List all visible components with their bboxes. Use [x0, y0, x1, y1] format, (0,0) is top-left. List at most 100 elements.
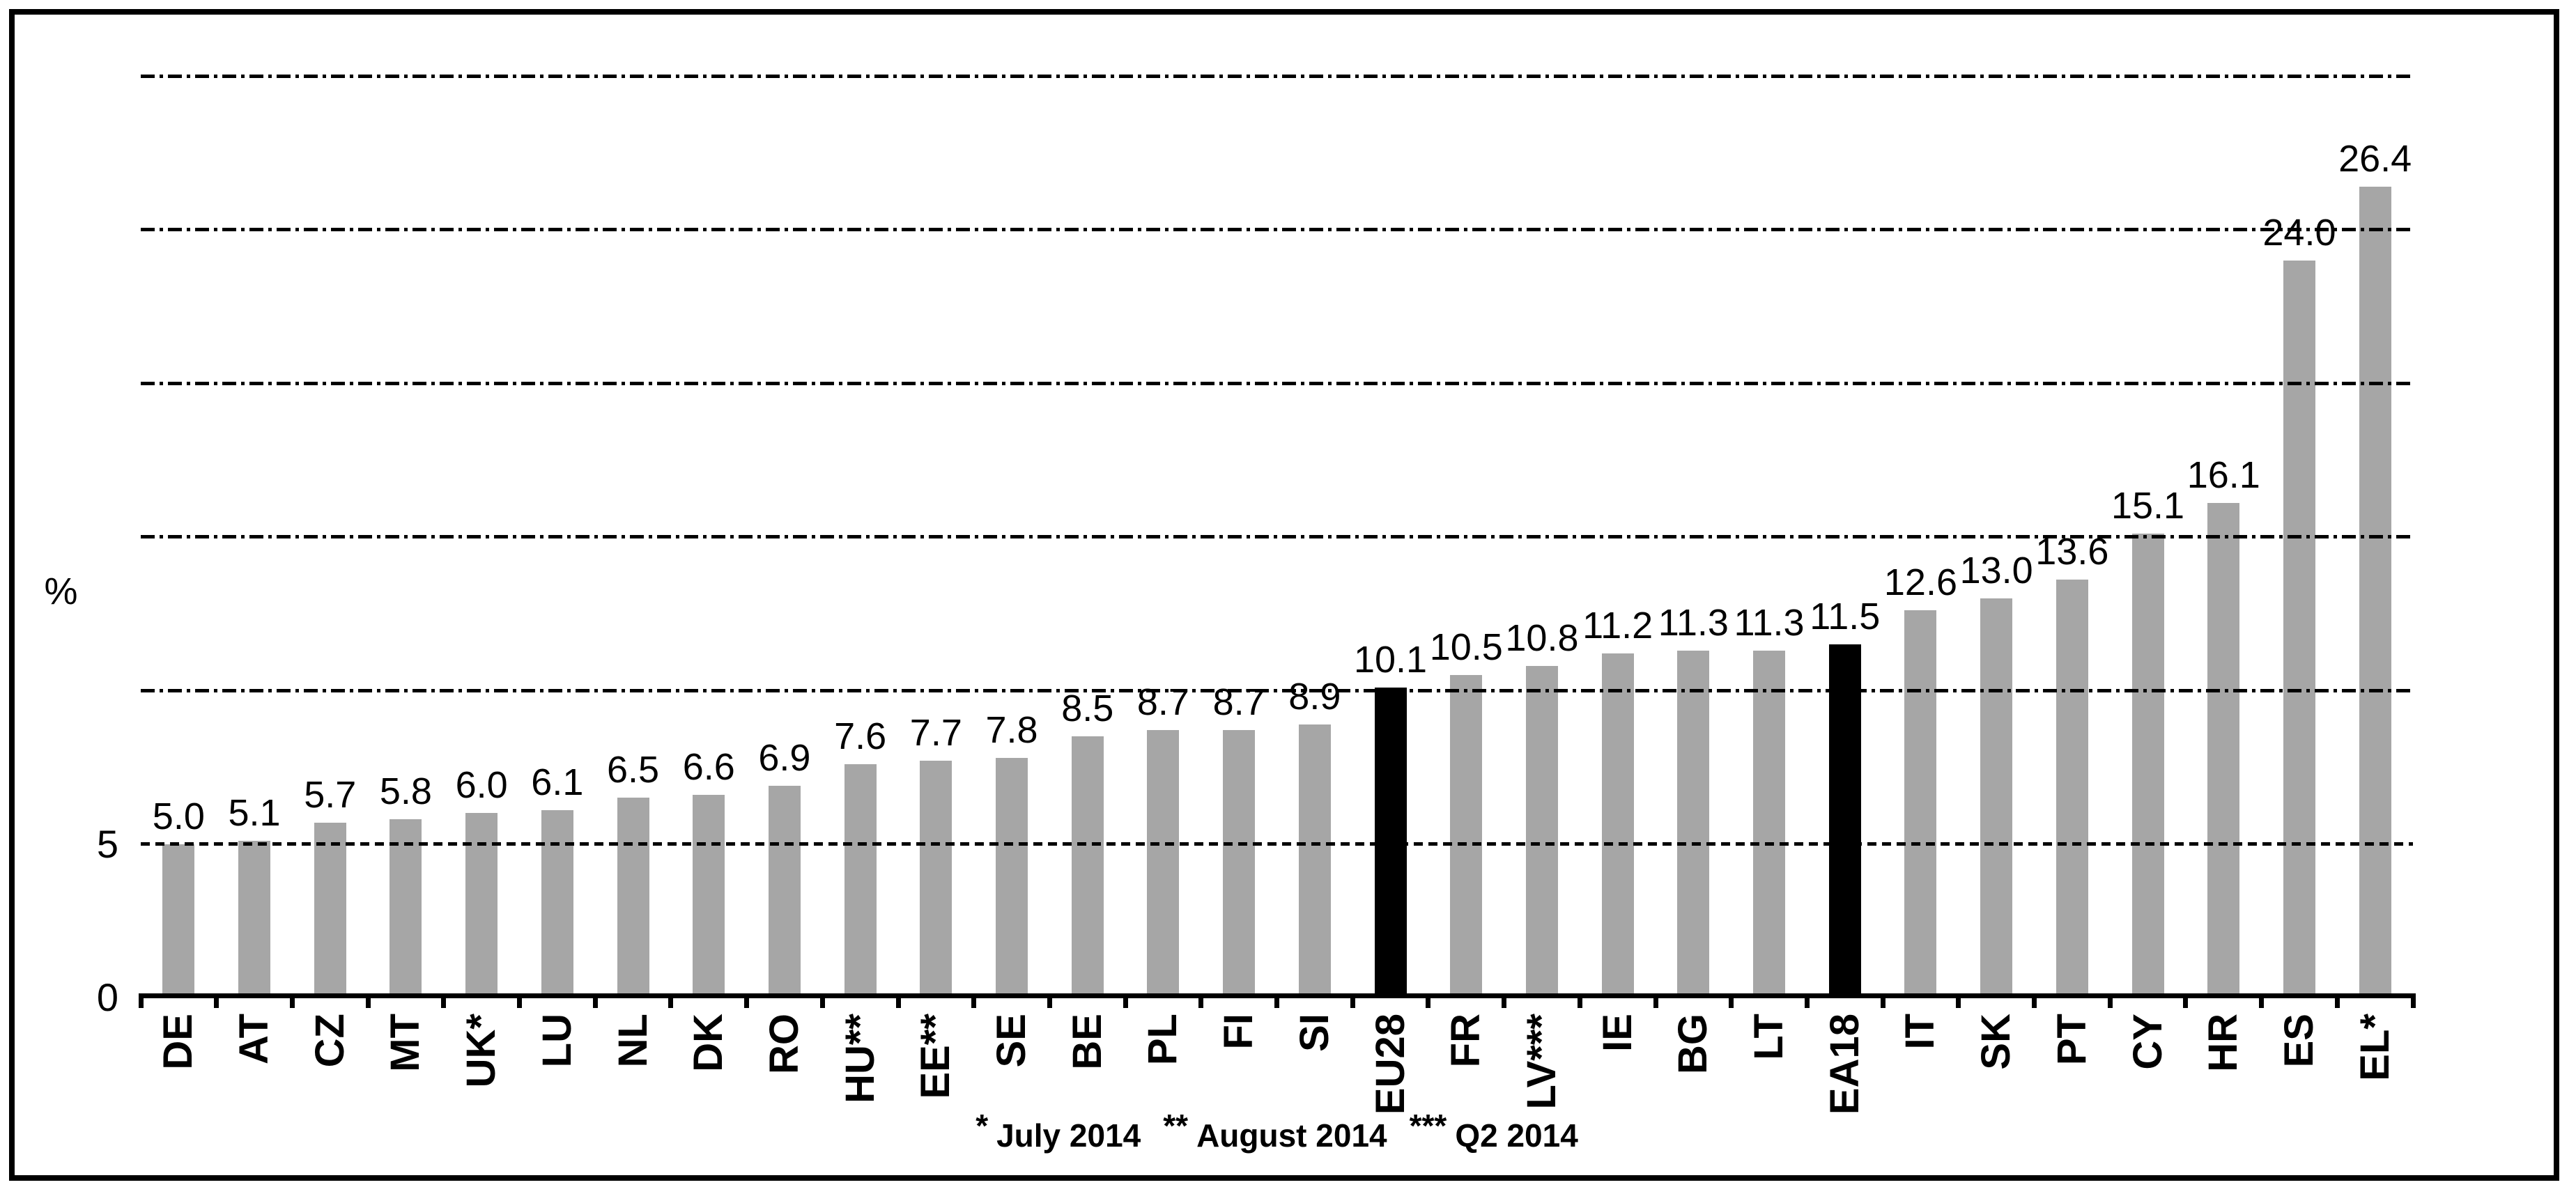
bar-RO	[768, 785, 801, 998]
chart-frame	[9, 9, 2559, 1181]
x-axis-tick	[1123, 998, 1128, 1008]
footnote-item: * July 2014	[975, 1108, 1141, 1154]
value-label-RO: 6.9	[758, 736, 811, 779]
bar-DE	[162, 844, 195, 998]
bar-MT	[390, 819, 422, 998]
y-axis-unit-label: %	[44, 571, 78, 612]
x-axis-tick	[214, 998, 219, 1008]
value-label-EE**: 7.7	[909, 712, 962, 754]
x-axis-tick	[2410, 998, 2416, 1008]
value-label-LV***: 10.8	[1505, 617, 1579, 659]
x-axis-tick	[517, 998, 522, 1008]
value-label-PL: 8.7	[1136, 681, 1189, 724]
value-label-CZ: 5.7	[304, 773, 357, 816]
bar-PL	[1147, 730, 1180, 998]
value-label-AT: 5.1	[228, 792, 281, 835]
bar-FR	[1450, 674, 1483, 998]
value-label-IT: 12.6	[1883, 561, 1957, 604]
x-axis-tick	[971, 998, 977, 1008]
bar-NL	[617, 798, 649, 998]
footnote-text: August 2014	[1196, 1117, 1387, 1154]
bar-LT	[1753, 650, 1786, 998]
x-axis-tick	[1274, 998, 1279, 1008]
x-axis-tick	[1502, 998, 1507, 1008]
bar-DK	[693, 794, 725, 998]
x-axis-tick	[2334, 998, 2340, 1008]
value-label-ES: 24.0	[2262, 211, 2336, 254]
bar-SI	[1298, 724, 1331, 998]
value-label-SK: 13.0	[1959, 549, 2033, 591]
bar-IT	[1904, 610, 1937, 998]
value-label-EU28: 10.1	[1353, 638, 1428, 681]
x-axis-tick	[365, 998, 371, 1008]
x-axis-tick	[2183, 998, 2189, 1008]
value-label-NL: 6.5	[607, 749, 660, 791]
bar-LU	[541, 809, 573, 998]
value-label-PT: 13.6	[2035, 531, 2109, 573]
value-label-DE: 5.0	[152, 795, 205, 837]
bar-EA18	[1828, 644, 1861, 998]
footnote-text: Q2 2014	[1455, 1117, 1578, 1154]
value-label-HR: 16.1	[2186, 453, 2260, 496]
x-axis-tick	[1956, 998, 1961, 1008]
x-axis-tick	[1426, 998, 1431, 1008]
x-axis-tick	[1350, 998, 1355, 1008]
value-label-SI: 8.9	[1288, 675, 1341, 718]
bar-SE	[996, 758, 1028, 998]
value-label-FR: 10.5	[1429, 626, 1503, 668]
bar-CZ	[314, 822, 346, 998]
bar-AT	[238, 841, 271, 998]
bar-EL*	[2359, 186, 2391, 998]
value-label-CY: 15.1	[2111, 485, 2185, 527]
x-axis-tick	[441, 998, 447, 1008]
y-tick-label-5: 5	[96, 821, 118, 866]
bar-LV***	[1525, 665, 1558, 998]
x-axis-tick	[1653, 998, 1658, 1008]
x-axis-tick	[895, 998, 901, 1008]
x-axis-tick	[1577, 998, 1582, 1008]
value-label-UK*: 6.0	[455, 764, 508, 807]
value-label-BE: 8.5	[1061, 688, 1114, 730]
x-axis-tick	[138, 998, 144, 1008]
x-axis-tick	[2259, 998, 2265, 1008]
bar-HR	[2207, 502, 2240, 998]
bar-FI	[1223, 730, 1256, 998]
value-label-SE: 7.8	[985, 709, 1038, 752]
value-label-FI: 8.7	[1212, 681, 1265, 724]
x-axis-tick	[2107, 998, 2113, 1008]
x-axis-tick	[668, 998, 674, 1008]
footnote-item: ** August 2014	[1163, 1108, 1387, 1154]
value-label-BG: 11.3	[1658, 601, 1729, 644]
value-label-LU: 6.1	[531, 761, 584, 803]
bar-SK	[1980, 598, 2013, 998]
x-axis-tick	[1729, 998, 1734, 1008]
value-label-LT: 11.3	[1734, 601, 1805, 644]
footnote-marker: *	[975, 1108, 989, 1144]
bar-PT	[2056, 580, 2088, 998]
gridline-5	[141, 842, 2413, 846]
value-label-EL*: 26.4	[2338, 137, 2412, 180]
x-axis-tick	[592, 998, 598, 1008]
y-tick-label-0: 0	[96, 975, 118, 1019]
x-axis-tick	[819, 998, 825, 1008]
gridline-20	[141, 381, 2413, 385]
footnote-text: July 2014	[996, 1117, 1141, 1154]
x-axis-tick	[2032, 998, 2037, 1008]
x-axis-tick	[1804, 998, 1810, 1008]
bar-BE	[1071, 736, 1104, 998]
x-axis-tick	[289, 998, 295, 1008]
gridline-25	[141, 228, 2413, 231]
value-label-IE: 11.2	[1582, 605, 1653, 647]
footnote-marker: ***	[1409, 1108, 1447, 1144]
gridline-15	[141, 535, 2413, 538]
x-axis-tick	[1880, 998, 1885, 1008]
x-axis-line	[139, 993, 2416, 998]
value-label-MT: 5.8	[379, 770, 432, 813]
footnote-marker: **	[1163, 1108, 1189, 1144]
x-axis-tick	[1047, 998, 1052, 1008]
